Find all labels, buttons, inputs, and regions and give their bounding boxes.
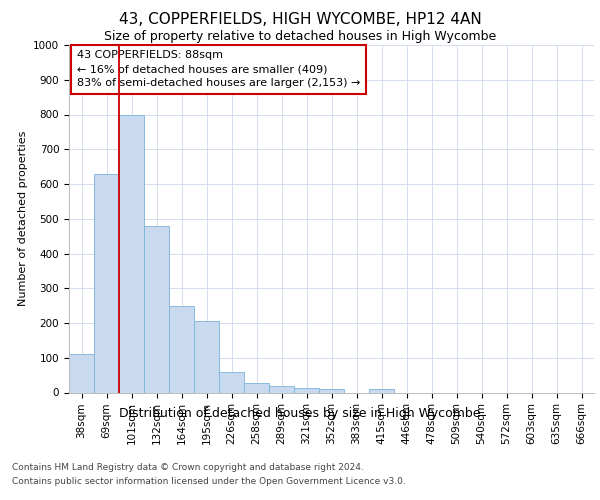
Text: 43, COPPERFIELDS, HIGH WYCOMBE, HP12 4AN: 43, COPPERFIELDS, HIGH WYCOMBE, HP12 4AN [119, 12, 481, 28]
Bar [294, 388, 319, 392]
Bar [194, 322, 219, 392]
Text: 43 COPPERFIELDS: 88sqm
← 16% of detached houses are smaller (409)
83% of semi-de: 43 COPPERFIELDS: 88sqm ← 16% of detached… [77, 50, 360, 88]
Bar [269, 386, 294, 392]
Bar [244, 383, 269, 392]
Bar [144, 226, 169, 392]
Text: Size of property relative to detached houses in High Wycombe: Size of property relative to detached ho… [104, 30, 496, 43]
Bar [169, 306, 194, 392]
Text: Distribution of detached houses by size in High Wycombe: Distribution of detached houses by size … [119, 408, 481, 420]
Bar [369, 389, 394, 392]
Y-axis label: Number of detached properties: Number of detached properties [17, 131, 28, 306]
Text: Contains public sector information licensed under the Open Government Licence v3: Contains public sector information licen… [12, 478, 406, 486]
Bar [69, 354, 94, 393]
Bar [219, 372, 244, 392]
Bar [94, 174, 119, 392]
Bar [319, 389, 344, 392]
Bar [119, 114, 144, 392]
Text: Contains HM Land Registry data © Crown copyright and database right 2024.: Contains HM Land Registry data © Crown c… [12, 462, 364, 471]
